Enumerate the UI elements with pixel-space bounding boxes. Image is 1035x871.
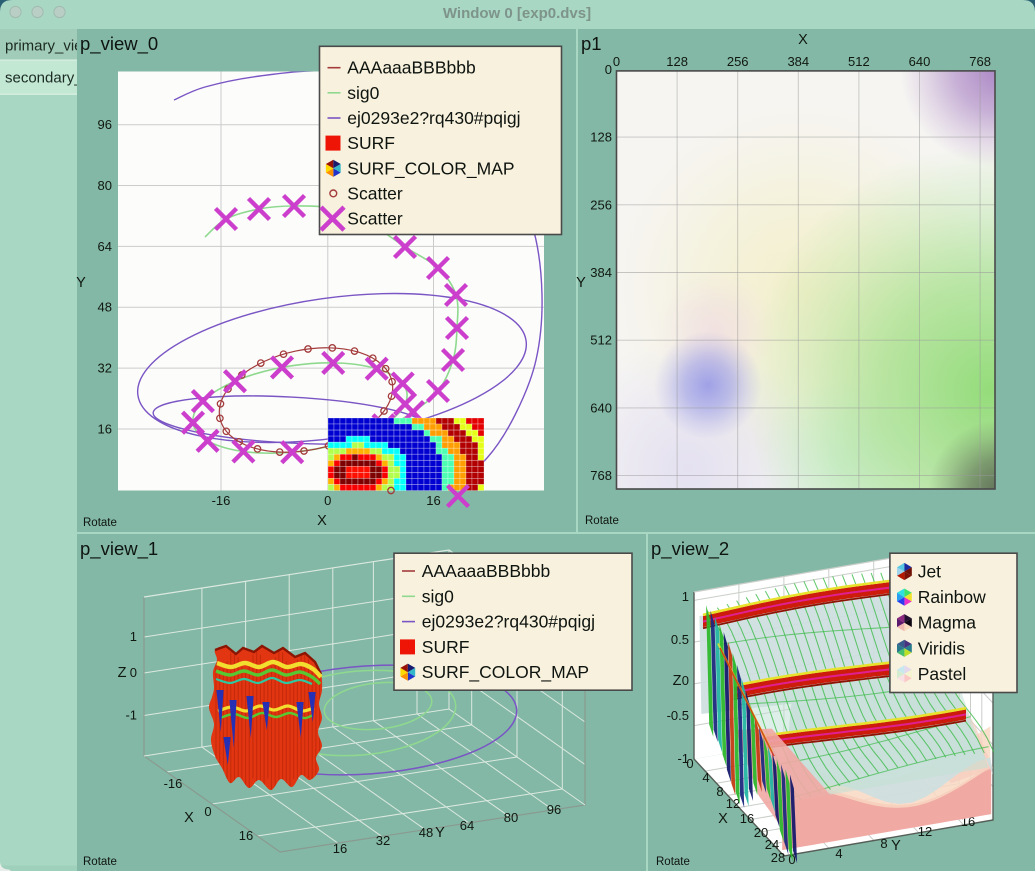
svg-text:1: 1 — [130, 629, 137, 644]
svg-text:768: 768 — [590, 468, 612, 483]
svg-text:Rotate: Rotate — [656, 856, 690, 868]
svg-text:24: 24 — [765, 837, 779, 852]
svg-text:Viridis: Viridis — [918, 638, 966, 658]
svg-text:Scatter: Scatter — [347, 183, 403, 203]
svg-text:-16: -16 — [212, 493, 231, 508]
svg-text:8: 8 — [880, 836, 887, 851]
svg-text:p_view_0: p_view_0 — [80, 33, 158, 55]
svg-text:p_view_2: p_view_2 — [651, 538, 729, 560]
svg-text:768: 768 — [969, 54, 991, 69]
svg-text:-1: -1 — [125, 708, 137, 723]
svg-text:0: 0 — [605, 62, 612, 77]
svg-text:28: 28 — [771, 850, 785, 865]
svg-text:SURF_COLOR_MAP: SURF_COLOR_MAP — [422, 662, 589, 683]
svg-text:Y: Y — [76, 275, 86, 291]
svg-text:Pastel: Pastel — [918, 664, 967, 684]
svg-text:0.5: 0.5 — [671, 632, 689, 647]
svg-text:96: 96 — [98, 117, 112, 132]
svg-text:AAAaaaBBBbbb: AAAaaaBBBbbb — [347, 58, 475, 78]
svg-text:Magma: Magma — [918, 613, 977, 633]
svg-text:Y: Y — [891, 838, 901, 854]
svg-text:Jet: Jet — [918, 562, 941, 582]
svg-text:1: 1 — [682, 589, 689, 604]
svg-text:64: 64 — [460, 818, 474, 833]
svg-text:secondary_v: secondary_v — [5, 70, 91, 87]
svg-text:0: 0 — [682, 673, 689, 688]
svg-text:80: 80 — [98, 178, 112, 193]
svg-text:Z: Z — [673, 673, 682, 689]
svg-text:12: 12 — [726, 796, 740, 811]
svg-text:sig0: sig0 — [422, 586, 454, 606]
svg-text:Rotate: Rotate — [83, 517, 117, 529]
svg-text:16: 16 — [98, 422, 112, 437]
svg-text:X: X — [798, 32, 808, 48]
svg-text:384: 384 — [787, 54, 809, 69]
svg-text:128: 128 — [590, 130, 612, 145]
svg-text:16: 16 — [426, 493, 440, 508]
svg-text:X: X — [718, 811, 728, 827]
svg-text:48: 48 — [98, 300, 112, 315]
svg-text:48: 48 — [419, 825, 433, 840]
svg-text:Rotate: Rotate — [585, 515, 619, 527]
svg-text:80: 80 — [504, 810, 518, 825]
svg-text:Z: Z — [118, 665, 127, 681]
svg-text:128: 128 — [666, 54, 688, 69]
svg-text:SURF: SURF — [347, 133, 395, 153]
svg-text:96: 96 — [547, 802, 561, 817]
svg-text:640: 640 — [909, 54, 931, 69]
svg-text:-1: -1 — [677, 751, 689, 766]
svg-text:32: 32 — [376, 833, 390, 848]
svg-text:AAAaaaBBBbbb: AAAaaaBBBbbb — [422, 561, 550, 581]
svg-text:512: 512 — [848, 54, 870, 69]
svg-text:X: X — [317, 513, 327, 529]
svg-text:Rainbow: Rainbow — [918, 587, 986, 607]
svg-text:SURF: SURF — [422, 637, 470, 657]
svg-text:-0.5: -0.5 — [667, 708, 689, 723]
svg-text:256: 256 — [590, 197, 612, 212]
svg-text:Rotate: Rotate — [83, 856, 117, 868]
svg-text:12: 12 — [918, 824, 932, 839]
svg-text:0: 0 — [204, 804, 211, 819]
svg-text:-16: -16 — [164, 776, 183, 791]
svg-text:primary_vie: primary_vie — [5, 38, 83, 55]
svg-text:4: 4 — [835, 846, 842, 861]
svg-text:0: 0 — [788, 852, 795, 867]
svg-text:32: 32 — [98, 361, 112, 376]
svg-text:0: 0 — [686, 756, 693, 771]
svg-text:0: 0 — [130, 665, 137, 680]
svg-text:Scatter: Scatter — [347, 209, 403, 229]
svg-text:ej0293e2?rq430#pqigj: ej0293e2?rq430#pqigj — [422, 612, 595, 632]
svg-text:8: 8 — [716, 784, 723, 799]
svg-text:sig0: sig0 — [347, 83, 379, 103]
svg-text:p1: p1 — [581, 33, 602, 54]
svg-text:16: 16 — [740, 811, 754, 826]
svg-text:0: 0 — [613, 54, 620, 69]
svg-text:p_view_1: p_view_1 — [80, 538, 158, 560]
svg-text:64: 64 — [98, 239, 112, 254]
svg-text:Y: Y — [576, 275, 586, 291]
svg-text:4: 4 — [702, 770, 709, 785]
svg-text:Y: Y — [435, 825, 445, 841]
svg-text:SURF_COLOR_MAP: SURF_COLOR_MAP — [347, 158, 514, 179]
svg-text:20: 20 — [754, 825, 768, 840]
svg-text:16: 16 — [239, 828, 253, 843]
svg-text:256: 256 — [727, 54, 749, 69]
svg-text:Window 0 [exp0.dvs]: Window 0 [exp0.dvs] — [443, 5, 591, 22]
svg-text:512: 512 — [590, 333, 612, 348]
svg-text:ej0293e2?rq430#pqigj: ej0293e2?rq430#pqigj — [347, 108, 520, 128]
svg-text:0: 0 — [324, 493, 331, 508]
svg-text:384: 384 — [590, 265, 612, 280]
svg-text:640: 640 — [590, 400, 612, 415]
svg-text:16: 16 — [333, 841, 347, 856]
svg-text:X: X — [184, 810, 194, 826]
